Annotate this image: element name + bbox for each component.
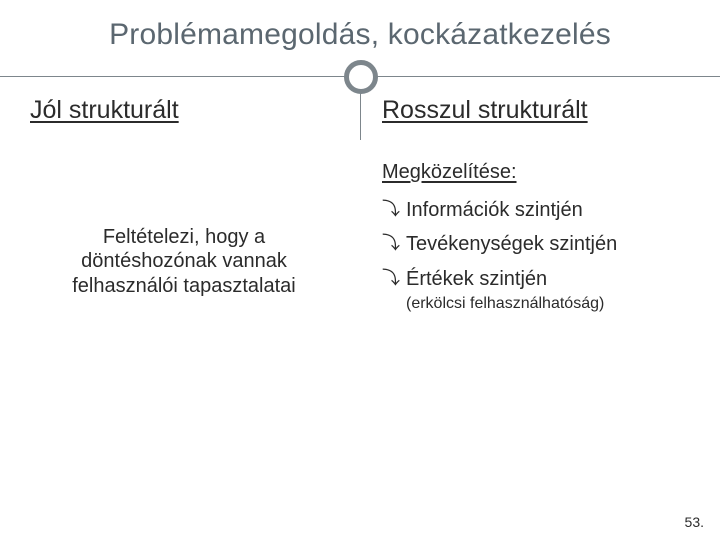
bullet-list: Információk szintjén Tevékenységek szint… — [382, 198, 696, 291]
right-subheading: Megközelítése: — [382, 161, 696, 184]
bullet-item: Értékek szintjén — [382, 267, 696, 291]
left-heading: Jól strukturált — [30, 92, 338, 131]
right-heading: Rosszul strukturált — [382, 92, 696, 131]
bullet-text: Tevékenységek szintjén — [406, 233, 617, 255]
bullet-text: Információk szintjén — [406, 199, 583, 221]
right-column: Rosszul strukturált Megközelítése: Infor… — [360, 92, 720, 313]
columns: Jól strukturált Feltételezi, hogy a dönt… — [0, 92, 720, 313]
left-column: Jól strukturált Feltételezi, hogy a dönt… — [0, 92, 360, 313]
circle-marker-icon — [344, 60, 378, 94]
slide: Problémamegoldás, kockázatkezelés Jól st… — [0, 0, 720, 540]
sub-note: (erkölcsi felhasználhatóság) — [382, 295, 696, 313]
bullet-item: Tevékenységek szintjén — [382, 232, 696, 256]
bullet-item: Információk szintjén — [382, 198, 696, 222]
left-body-text: Feltételezi, hogy a döntéshozónak vannak… — [30, 225, 338, 298]
bullet-text: Értékek szintjén — [406, 268, 547, 290]
page-number: 53. — [685, 514, 704, 530]
